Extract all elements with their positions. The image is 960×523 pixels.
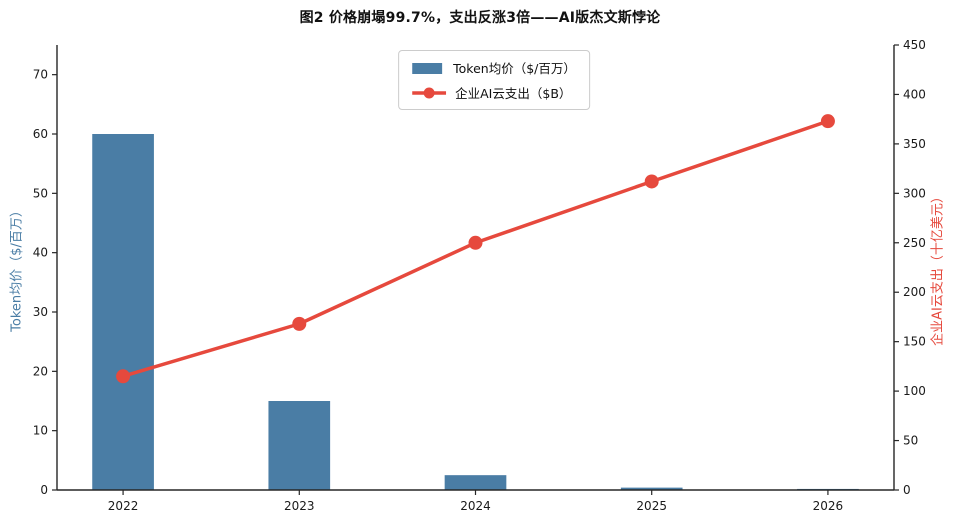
x-tick-label: 2025: [636, 499, 667, 513]
bar-swatch-icon: [412, 62, 443, 74]
left-tick-label: 0: [40, 483, 48, 497]
chart-title: 图2 价格崩塌99.7%，支出反涨3倍——AI版杰文斯悖论: [299, 10, 661, 26]
right-axis-label: 企业AI云支出（十亿美元）: [930, 190, 946, 346]
left-tick-label: 70: [33, 68, 48, 82]
right-tick-label: 300: [903, 186, 926, 200]
left-tick-label: 10: [33, 424, 48, 438]
right-tick-label: 250: [903, 236, 926, 250]
left-tick-label: 40: [33, 246, 48, 260]
x-tick-label: 2022: [108, 499, 139, 513]
x-tick-label: 2026: [813, 499, 844, 513]
right-tick-label: 200: [903, 285, 926, 299]
x-tick-label: 2023: [284, 499, 315, 513]
spend-point-2024: [468, 235, 483, 250]
legend: Token均价（$/百万） 企业AI云支出（$B）: [398, 50, 590, 110]
right-tick-label: 450: [903, 38, 926, 52]
line-swatch-marker: [423, 87, 435, 98]
spend-point-2023: [292, 316, 307, 331]
bar-2025: [620, 487, 683, 490]
bar-2022: [92, 134, 154, 490]
legend-item-token-price: Token均价（$/百万）: [412, 58, 576, 77]
left-tick-label: 60: [33, 127, 48, 141]
right-tick-label: 350: [903, 137, 926, 151]
right-tick-label: 50: [903, 434, 918, 448]
left-tick-label: 20: [33, 364, 48, 378]
spend-point-2026: [820, 114, 835, 129]
legend-item-cloud-spend: 企业AI云支出（$B）: [412, 83, 576, 102]
bar-swatch-rect: [412, 62, 443, 74]
x-tick-label: 2024: [460, 499, 491, 513]
right-tick-label: 400: [903, 87, 926, 101]
left-tick-label: 30: [33, 305, 48, 319]
right-tick-label: 0: [903, 483, 911, 497]
bar-2023: [268, 401, 331, 490]
left-axis-label: Token均价（$/百万）: [9, 204, 25, 332]
legend-label: 企业AI云支出（$B）: [455, 86, 572, 101]
right-tick-label: 150: [903, 335, 926, 349]
legend-label: Token均价（$/百万）: [453, 61, 576, 76]
spend-point-2025: [644, 174, 659, 189]
left-tick-label: 50: [33, 186, 48, 200]
bar-2024: [444, 475, 507, 490]
line-marker-swatch-icon: [412, 87, 447, 98]
right-tick-label: 100: [903, 384, 926, 398]
spend-point-2022: [116, 369, 131, 384]
